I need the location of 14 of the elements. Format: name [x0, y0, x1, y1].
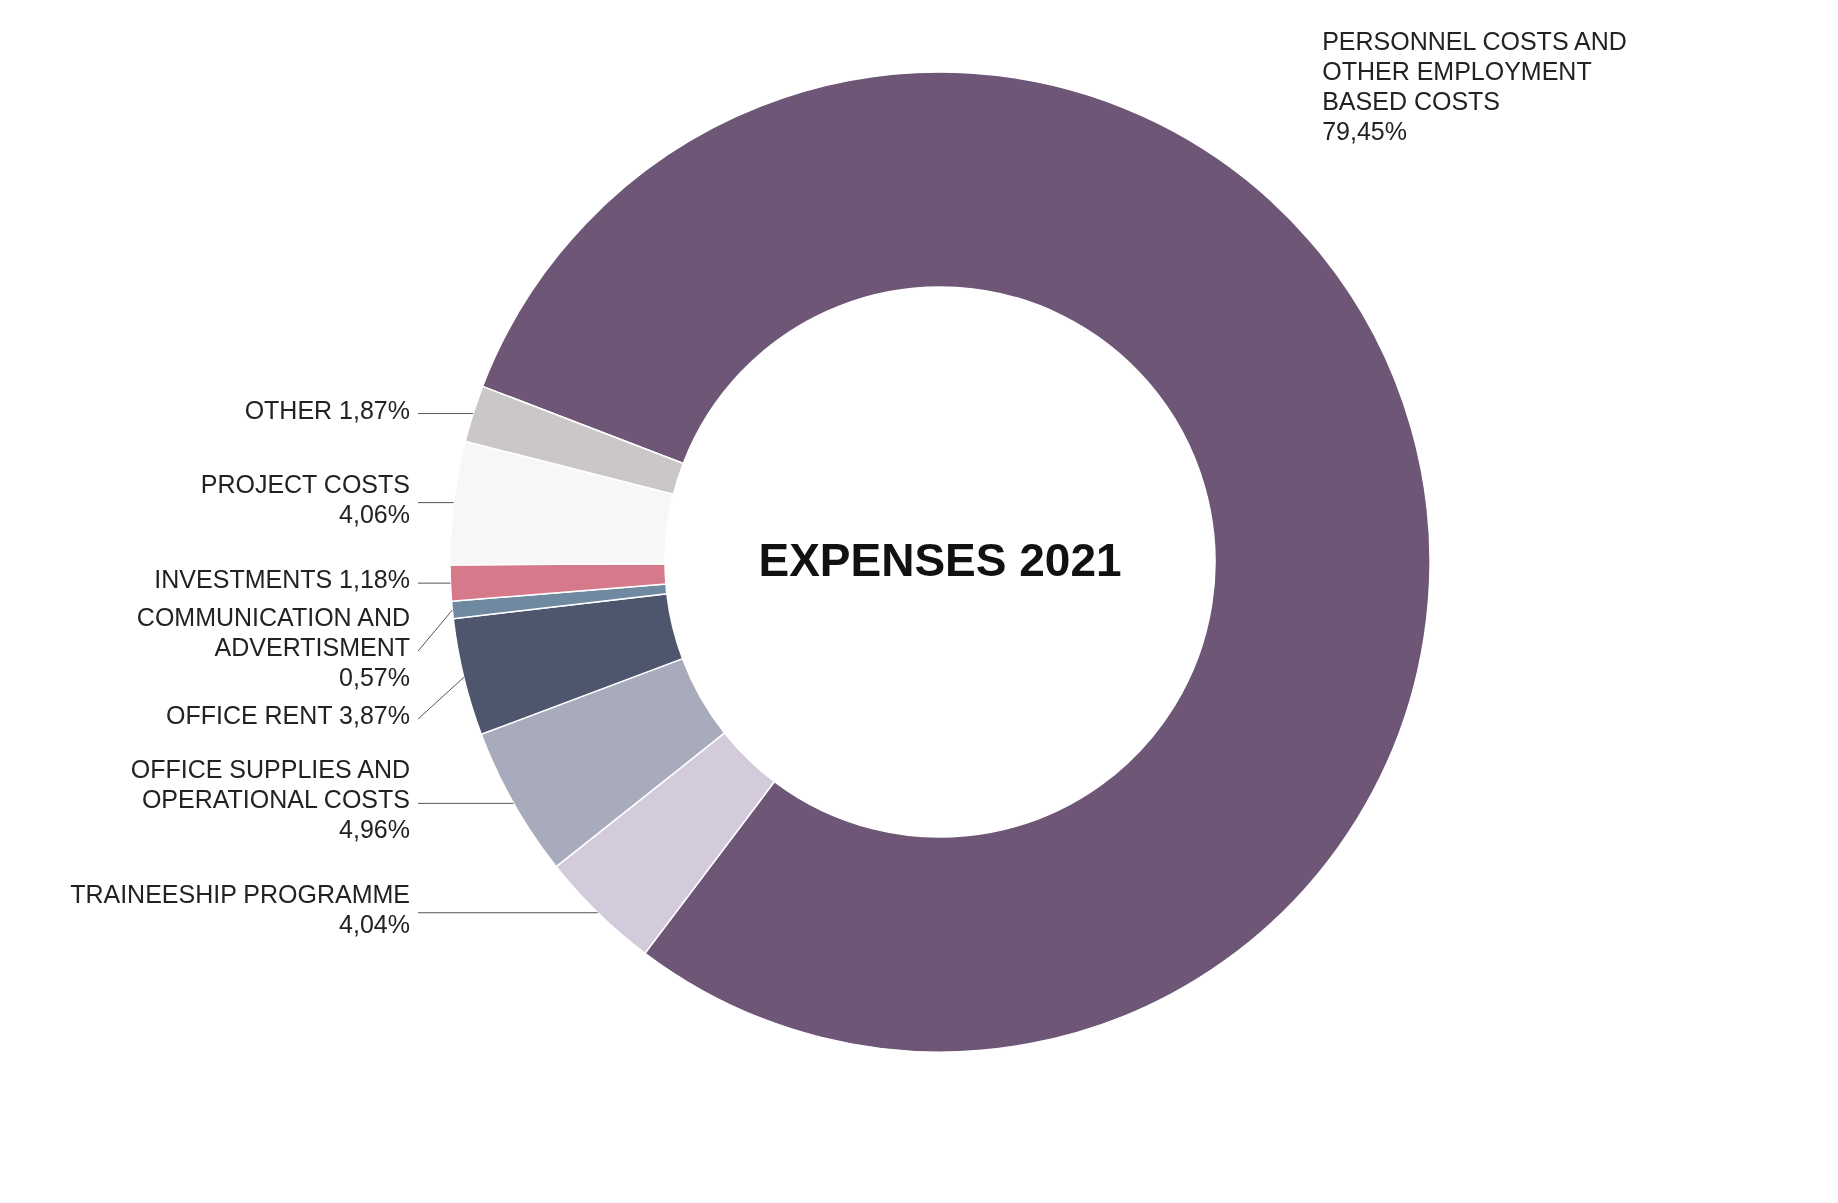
text: EXPENSES 2021	[758, 534, 1122, 586]
data-label: 0,57%	[339, 663, 410, 692]
slice-label: PROJECT COSTS	[200, 469, 410, 498]
slice-label: TRAINEESHIP PROGRAMME	[70, 879, 410, 908]
slice-label: COMMUNICATION AND ADVERTISMENT	[136, 603, 410, 662]
slice-label: OTHER 1,87%	[244, 395, 410, 424]
data-label: 79,45%	[1322, 117, 1407, 145]
slice-label: PERSONNEL COSTS AND OTHER EMPLOYMENT BASED COSTS	[1322, 27, 1627, 115]
data-label: 4,96%	[339, 815, 410, 844]
data-label: 4,04%	[339, 909, 410, 938]
slice-label: OFFICE RENT 3,87%	[165, 701, 410, 730]
slice-label: OFFICE SUPPLIES AND OPERATIONAL COSTS	[130, 755, 410, 814]
slice-label: INVESTMENTS 1,18%	[154, 565, 410, 594]
data-label: 4,06%	[339, 499, 410, 528]
